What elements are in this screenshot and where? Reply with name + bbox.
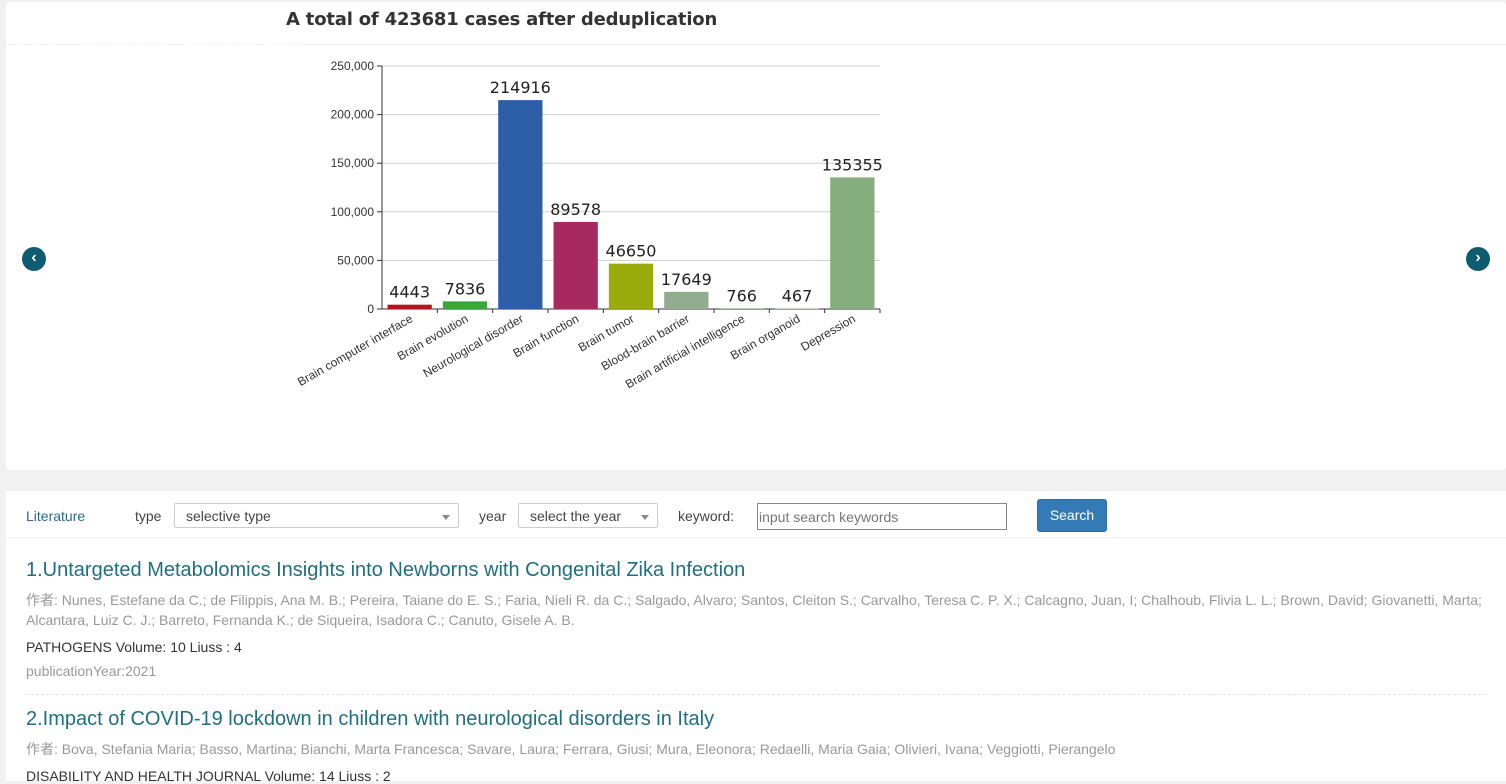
chevron-right-icon[interactable]: › xyxy=(1466,247,1490,271)
data-label: 89578 xyxy=(550,200,601,219)
data-label: 467 xyxy=(782,287,813,306)
year-label: year xyxy=(479,508,507,524)
watermark-line-2: Screen Capture Pro xyxy=(78,32,302,58)
watermark: Apowersoft Screen Capture Pro xyxy=(6,6,326,64)
bar xyxy=(664,291,709,309)
bar xyxy=(498,100,543,309)
literature-label[interactable]: Literature xyxy=(26,508,86,524)
article-authors: 作者: Bova, Stefania Maria; Basso, Martina… xyxy=(26,741,1116,757)
title-divider xyxy=(6,44,1506,45)
data-label: 135355 xyxy=(822,155,883,174)
x-tick-label: Depression xyxy=(798,311,858,353)
filter-bar: Literature type selective type year sele… xyxy=(6,491,1506,538)
search-button[interactable]: Search xyxy=(1037,499,1107,532)
article-year: publicationYear:2021 xyxy=(26,663,157,679)
data-label: 7836 xyxy=(445,279,486,298)
y-tick-label: 250,000 xyxy=(331,59,375,73)
bar-chart: 050,000100,000150,000200,000250,0004443B… xyxy=(295,59,883,391)
bar xyxy=(774,308,820,310)
y-tick-label: 0 xyxy=(367,302,374,316)
article-journal: DISABILITY AND HEALTH JOURNAL Volume: 14… xyxy=(26,768,391,784)
article-authors: 作者: Nunes, Estefane da C.; de Filippis, … xyxy=(26,592,1482,628)
data-label: 214916 xyxy=(490,78,551,97)
watermark-line-1: Apowersoft xyxy=(78,8,208,32)
chevron-down-icon xyxy=(442,515,450,520)
chevron-left-icon[interactable]: ‹ xyxy=(22,247,46,271)
divider xyxy=(26,694,1486,695)
list-item: 2.Impact of COVID-19 lockdown in childre… xyxy=(26,708,1496,784)
year-select[interactable]: select the year xyxy=(518,503,658,528)
chart-card: A total of 423681 cases after deduplicat… xyxy=(6,2,1506,470)
year-select-value: select the year xyxy=(530,508,622,524)
article-journal: PATHOGENS Volume: 10 Liuss : 4 xyxy=(26,639,242,655)
bar xyxy=(719,308,764,309)
article-title[interactable]: 2.Impact of COVID-19 lockdown in childre… xyxy=(26,708,715,730)
keyword-label: keyword: xyxy=(678,508,735,524)
bar xyxy=(553,221,598,309)
type-label: type xyxy=(135,508,162,524)
data-label: 766 xyxy=(726,286,757,305)
bar xyxy=(442,301,488,309)
article-title[interactable]: 1.Untargeted Metabolomics Insights into … xyxy=(26,559,746,581)
keyword-input[interactable] xyxy=(757,503,1007,530)
type-select[interactable]: selective type xyxy=(174,503,459,528)
bar xyxy=(830,177,875,309)
y-tick-label: 50,000 xyxy=(337,253,374,267)
data-label: 17649 xyxy=(661,270,712,289)
literature-card: Literature type selective type year sele… xyxy=(6,491,1506,784)
type-select-value: selective type xyxy=(186,508,271,524)
chevron-down-icon xyxy=(641,515,649,520)
watermark-logo xyxy=(14,10,58,54)
y-tick-label: 150,000 xyxy=(331,156,375,170)
bar xyxy=(387,304,432,309)
y-tick-label: 100,000 xyxy=(331,205,375,219)
y-tick-label: 200,000 xyxy=(331,108,375,122)
bar xyxy=(608,263,654,309)
chart-title: A total of 423681 cases after deduplicat… xyxy=(286,9,718,30)
data-label: 46650 xyxy=(606,242,657,261)
data-label: 4443 xyxy=(389,283,430,302)
list-item: 1.Untargeted Metabolomics Insights into … xyxy=(26,559,1496,679)
x-tick-label: Neurological disorder xyxy=(421,311,526,380)
